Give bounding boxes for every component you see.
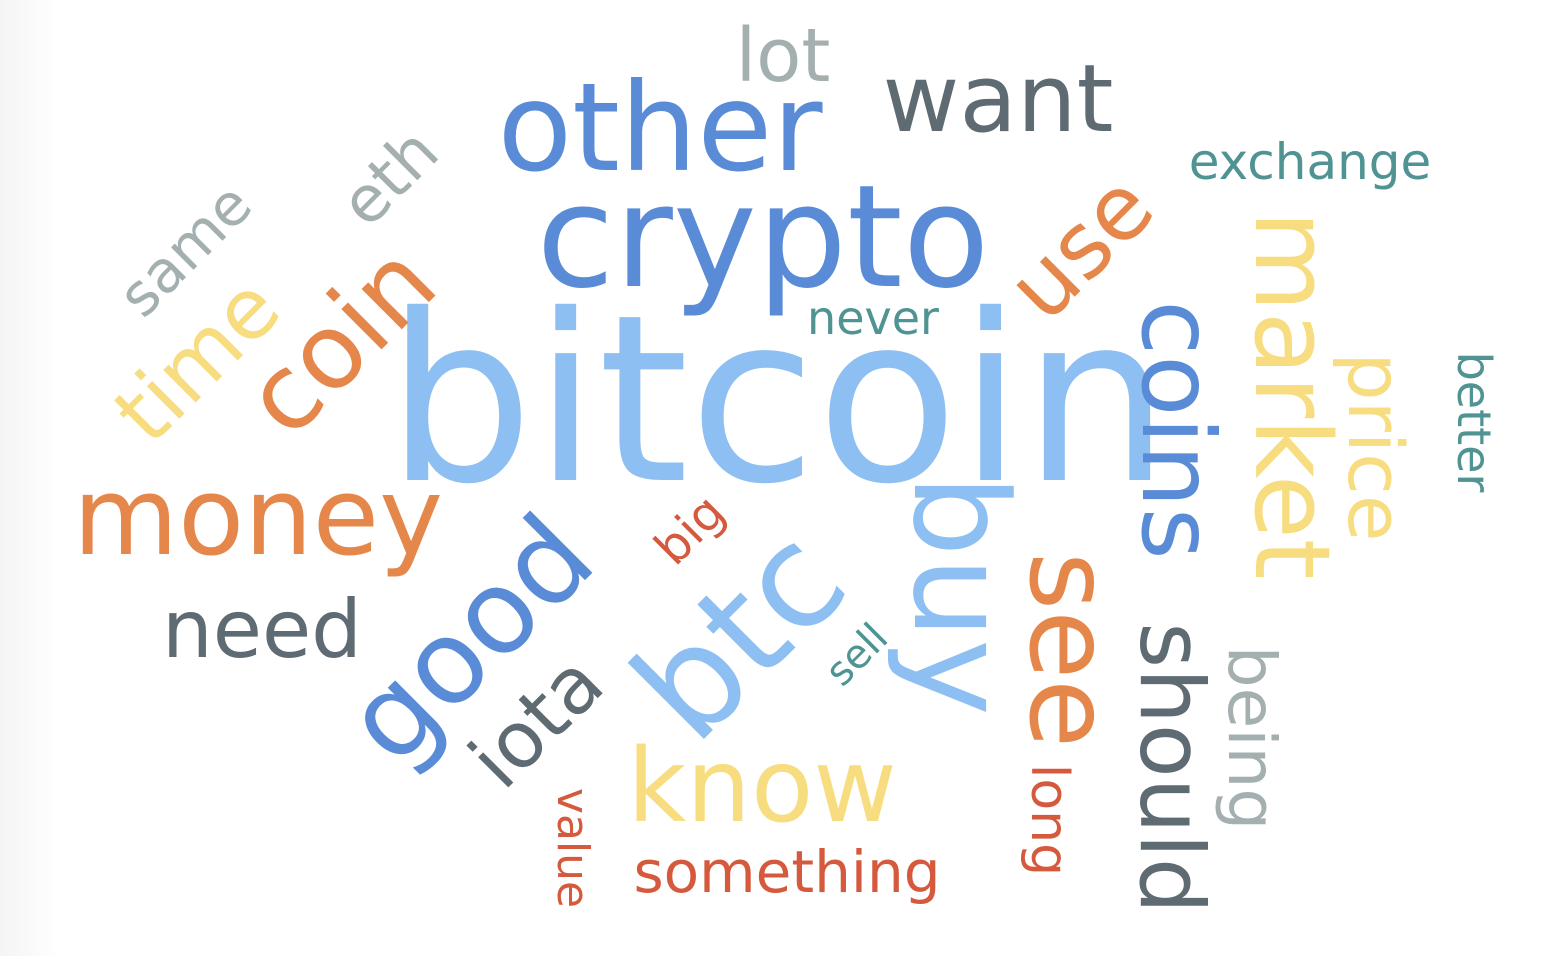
word-something: something <box>633 838 941 906</box>
word-long: long <box>1019 763 1079 877</box>
word-see: see <box>1004 551 1134 749</box>
word-better: better <box>1447 351 1501 493</box>
word-want: want <box>882 45 1114 154</box>
word-money: money <box>72 455 444 580</box>
word-value: value <box>547 787 598 909</box>
word-price: price <box>1331 352 1420 542</box>
word-being: being <box>1213 645 1290 831</box>
word-btc: btc <box>602 497 878 773</box>
left-edge-shadow <box>0 0 60 956</box>
word-coins: coins <box>1119 300 1236 560</box>
word-crypto: crypto <box>536 155 990 320</box>
word-lot: lot <box>735 13 831 99</box>
word-market: market <box>1231 210 1353 580</box>
word-eth: eth <box>326 114 454 242</box>
word-bitcoin: bitcoin <box>386 265 1170 535</box>
word-exchange: exchange <box>1188 133 1432 191</box>
word-should: should <box>1120 622 1223 914</box>
word-need: need <box>162 583 362 676</box>
word-other: other <box>497 57 823 199</box>
word-never: never <box>807 291 939 345</box>
word-know: know <box>627 727 897 846</box>
